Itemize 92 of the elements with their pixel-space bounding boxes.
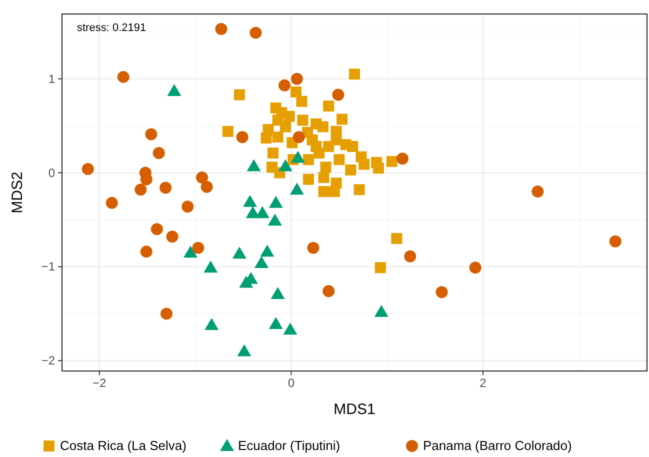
x-tick-label: −2 <box>92 376 107 390</box>
x-tick-label: 2 <box>480 376 487 390</box>
point <box>215 23 228 36</box>
y-tick-label: 1 <box>48 72 56 86</box>
point <box>532 186 544 198</box>
point <box>234 89 245 100</box>
point <box>609 235 622 248</box>
point <box>322 285 335 298</box>
point <box>200 180 213 193</box>
point <box>236 131 248 144</box>
point <box>222 126 234 137</box>
point <box>106 196 118 209</box>
point <box>347 140 358 152</box>
point <box>290 86 302 98</box>
point <box>336 114 348 125</box>
point <box>204 318 219 330</box>
y-tick-label: −1 <box>41 260 56 274</box>
point <box>404 250 416 262</box>
point <box>318 172 330 183</box>
point <box>166 230 178 243</box>
point <box>152 147 165 160</box>
point <box>82 163 94 176</box>
point <box>254 256 268 268</box>
legend-label: Ecuador (Tiputini) <box>238 438 340 453</box>
point <box>391 233 402 244</box>
point <box>307 242 320 254</box>
point <box>278 79 290 92</box>
point <box>196 171 208 184</box>
point <box>436 286 448 298</box>
point <box>150 223 163 236</box>
point <box>242 194 257 207</box>
point <box>237 344 252 356</box>
point <box>270 286 285 299</box>
point <box>268 317 283 330</box>
point <box>280 121 291 132</box>
point <box>160 308 173 320</box>
point <box>396 152 408 165</box>
point <box>140 246 152 258</box>
y-tick-label: 0 <box>48 166 56 180</box>
point <box>349 68 360 80</box>
point <box>246 159 261 172</box>
point <box>267 148 278 159</box>
point <box>374 304 388 317</box>
point <box>469 262 482 274</box>
point <box>232 246 246 259</box>
point <box>345 164 356 176</box>
legend-label: Costa Rica (La Selva) <box>60 438 186 453</box>
point <box>318 186 330 198</box>
point <box>239 276 254 288</box>
x-axis-title: MDS1 <box>334 401 376 418</box>
point <box>292 131 305 144</box>
point <box>278 159 292 172</box>
point <box>192 242 204 254</box>
point <box>283 322 298 335</box>
x-tick-label: 0 <box>288 376 295 390</box>
point <box>268 214 282 226</box>
point <box>134 184 147 196</box>
point <box>290 72 303 85</box>
point <box>358 158 370 170</box>
y-tick-label: −2 <box>41 354 56 368</box>
point <box>372 162 384 174</box>
point <box>386 156 398 167</box>
point <box>320 162 332 173</box>
point <box>167 84 182 96</box>
y-axis-title: MDS2 <box>9 172 26 214</box>
point <box>354 184 365 196</box>
point <box>182 200 194 213</box>
point <box>250 26 262 39</box>
point <box>334 154 345 166</box>
point <box>374 262 386 274</box>
point <box>268 196 283 208</box>
annotation: stress: 0.2191 <box>77 22 146 34</box>
point <box>317 121 328 132</box>
point <box>302 174 314 185</box>
point <box>117 70 130 83</box>
point <box>323 140 334 152</box>
point <box>160 182 172 194</box>
point <box>323 100 334 112</box>
point <box>296 96 308 107</box>
point <box>184 246 198 258</box>
point <box>332 88 344 101</box>
point <box>255 206 270 218</box>
point <box>290 150 305 163</box>
point <box>290 182 304 195</box>
point <box>204 260 218 273</box>
point <box>145 128 158 140</box>
legend-label: Panama (Barro Colorado) <box>423 438 572 453</box>
point <box>260 132 272 144</box>
point <box>272 132 284 143</box>
point <box>302 154 314 166</box>
point <box>260 244 274 257</box>
point <box>297 114 308 126</box>
